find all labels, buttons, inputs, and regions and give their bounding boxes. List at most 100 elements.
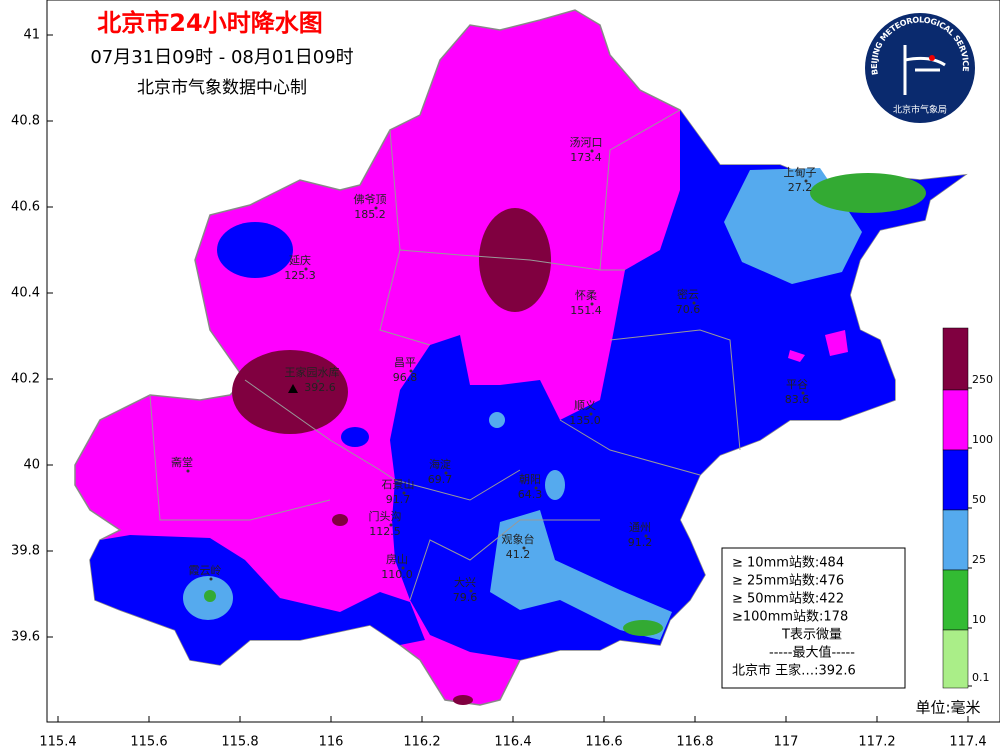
stats-line: ≥ 25mm站数:476	[732, 574, 844, 589]
station-value: 91.2	[628, 536, 653, 549]
region-lightblue-south	[490, 510, 672, 640]
plot-frame	[46, 0, 1000, 723]
station-dot	[804, 179, 808, 183]
x-tick-label: 116.8	[676, 735, 713, 750]
station-dot	[534, 486, 538, 490]
station-value: 64.3	[518, 488, 543, 501]
station-value: 91.7	[386, 493, 411, 506]
station-value: 83.6	[785, 393, 810, 406]
x-tick-label: 116	[319, 735, 344, 750]
stats-frame	[721, 547, 906, 689]
colorbar-segment	[942, 389, 969, 451]
station-name: 汤河口	[570, 135, 603, 149]
region-lightblue-spot2	[489, 412, 505, 428]
x-tick-label: 117.4	[949, 735, 986, 750]
station-dot	[389, 523, 393, 527]
y-tick-label: 40.6	[11, 200, 40, 215]
logo-circle	[865, 13, 975, 123]
region-blue-yanqing	[217, 222, 293, 278]
header: 北京市24小时降水图 07月31日09时 - 08月01日09时 北京市气象数据…	[90, 9, 353, 98]
region-green	[810, 173, 926, 213]
station-name: 密云	[677, 287, 699, 301]
station-dot	[590, 149, 594, 153]
station-name: 上甸子	[784, 166, 817, 179]
station-dot	[590, 302, 594, 306]
station-value: 70.6	[676, 303, 701, 316]
station-value: 135.0	[569, 414, 601, 427]
y-tick-label: 40.4	[11, 286, 40, 301]
colorbar: 250 100 50 25 10 0.1	[942, 327, 993, 689]
station-value: 69.7	[428, 473, 453, 486]
y-tick-label: 41	[23, 28, 40, 43]
station-value: 110.0	[381, 568, 413, 581]
station-value: 392.6	[304, 381, 336, 394]
x-tick-label: 116.4	[494, 735, 531, 750]
station-value: 41.2	[506, 548, 531, 561]
station-name: 延庆	[289, 253, 311, 267]
colorbar-tick-label: 100	[972, 433, 993, 446]
logo-dot	[929, 55, 935, 61]
max-marker	[288, 384, 298, 393]
station-name: 房山	[386, 553, 408, 566]
station-dot	[644, 534, 648, 538]
station-value: 185.2	[354, 208, 386, 221]
station-dot	[801, 391, 805, 395]
precipitation-map	[74, 9, 968, 706]
region-magenta-east	[825, 330, 848, 356]
x-tick-label: 117.2	[858, 735, 895, 750]
station-name: 门头沟	[369, 509, 402, 523]
station-dot	[469, 589, 473, 593]
producer: 北京市气象数据中心制	[137, 78, 307, 98]
x-tick-label: 115.6	[130, 735, 167, 750]
station-dot	[402, 491, 406, 495]
region-maroon-spot2	[453, 695, 473, 705]
station-name: 斋堂	[171, 455, 193, 469]
station-dot	[692, 301, 696, 305]
station-dot	[304, 267, 308, 271]
station-value: 173.4	[570, 151, 602, 164]
title: 北京市24小时降水图	[97, 9, 322, 37]
colorbar-tick-label: 25	[972, 553, 986, 566]
colorbar-segment	[942, 509, 969, 571]
station-name: 昌平	[394, 356, 416, 369]
station-dot	[522, 546, 526, 550]
stations: 汤河口 173.4 佛爷顶 185.2 延庆 125.3 上甸子 27.2 怀柔 151.4 密云 7…	[171, 135, 817, 604]
station-dot	[374, 206, 378, 210]
station-value: 112.5	[369, 525, 401, 538]
stats-line: ≥100mm站数:178	[732, 610, 848, 625]
y-tick-label: 40.2	[11, 372, 40, 387]
station-name: 王家园水库	[285, 365, 340, 379]
stats-line: ≥ 50mm站数:422	[732, 592, 844, 607]
colorbar-segment	[942, 327, 969, 391]
station-dot	[316, 379, 320, 383]
station-name: 大兴	[454, 575, 476, 589]
stats-line: -----最大值-----	[769, 645, 855, 661]
stats-box: ≥ 10mm站数:484 ≥ 25mm站数:476 ≥ 50mm站数:422 ≥100…	[721, 547, 906, 689]
station-value: 96.8	[393, 371, 418, 384]
logo-text-cn: 北京市气象局	[893, 104, 947, 116]
district-borders	[149, 109, 741, 601]
y-tick-label: 39.6	[11, 630, 40, 645]
x-tick-label: 116.2	[403, 735, 440, 750]
stats-line: ≥ 10mm站数:484	[732, 556, 844, 571]
region-maroon-spot	[332, 514, 348, 526]
region-blue-spot	[341, 427, 369, 447]
region-maroon-north	[479, 208, 551, 312]
colorbar-tick-label: 0.1	[972, 671, 990, 684]
station-value: 79.6	[453, 591, 478, 604]
x-tick-label: 115.8	[221, 735, 258, 750]
x-tick-label: 117	[774, 735, 799, 750]
station-dot	[401, 566, 405, 570]
station-value: 151.4	[570, 304, 602, 317]
region-green-xiayunling	[204, 590, 216, 602]
station-name: 平谷	[786, 378, 808, 391]
station-name: 通州	[629, 521, 651, 534]
period: 07月31日09时 - 08月01日09时	[90, 47, 353, 68]
logo-emblem	[903, 45, 946, 95]
colorbar-segment	[942, 569, 969, 631]
station-name: 霞云岭	[189, 563, 222, 577]
station-name: 佛爷顶	[354, 192, 387, 206]
colorbar-tick-label: 50	[972, 493, 986, 506]
station-dot	[186, 469, 190, 473]
